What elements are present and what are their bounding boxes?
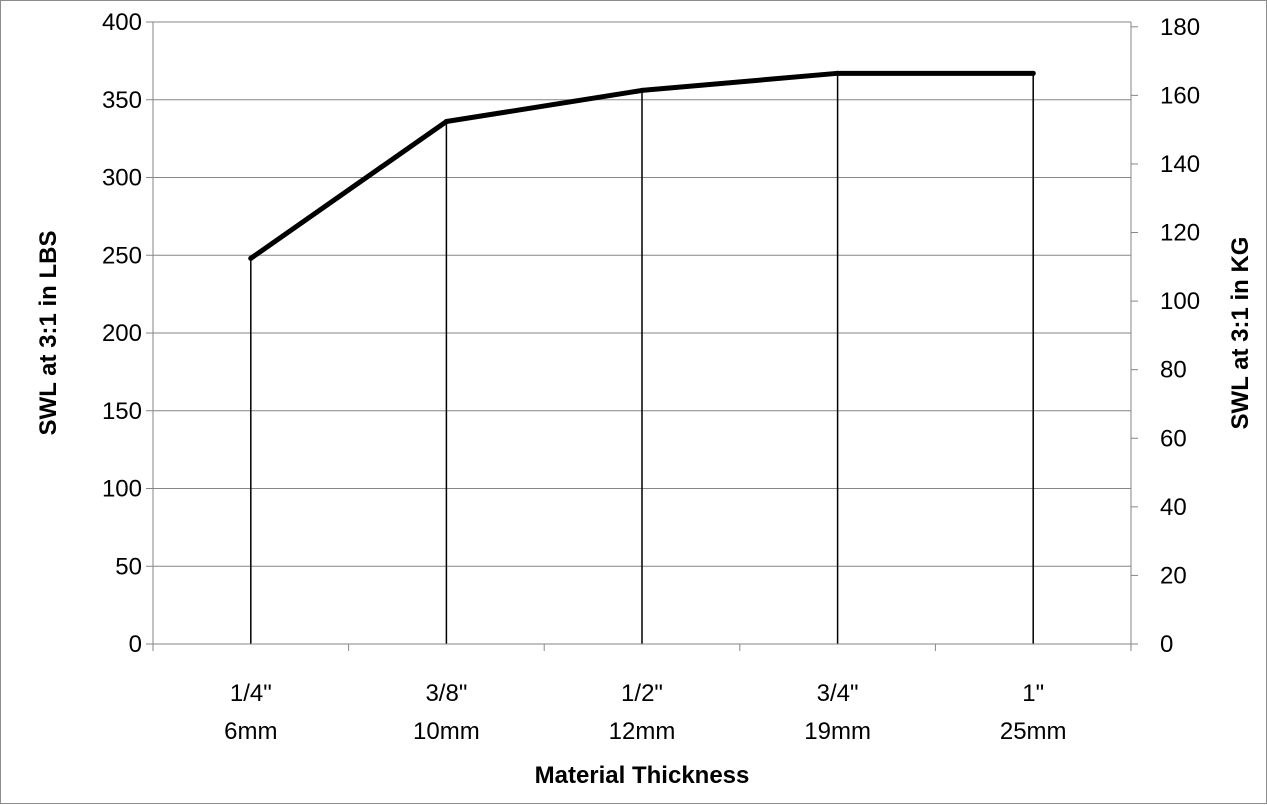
data-point: [248, 255, 254, 261]
data-point: [639, 87, 645, 93]
y-left-tick-label: 200: [102, 320, 142, 347]
data-point: [1030, 70, 1036, 76]
y-right-tick-label: 120: [1160, 220, 1200, 247]
y-right-tick-label: 160: [1160, 82, 1200, 109]
y-left-tick-label: 400: [102, 9, 142, 36]
x-tick-label: 3/8": [425, 680, 467, 707]
series-line-segment: [443, 87, 645, 125]
y-right-tick-label: 40: [1160, 494, 1187, 521]
y-axis-right-ticks: 0 20 40 60 80 100 120 140 160 180: [1131, 14, 1200, 658]
x-axis-title: Material Thickness: [535, 762, 750, 789]
y-left-tick-label: 350: [102, 87, 142, 114]
data-point: [443, 119, 449, 125]
y-axis-right-title: SWL at 3:1 in KG: [1227, 237, 1254, 430]
y-left-tick-label: 0: [129, 631, 142, 658]
y-right-tick-label: 20: [1160, 562, 1187, 589]
x-tick-label: 1": [1022, 680, 1044, 707]
x-tick-label: 1/2": [621, 680, 663, 707]
series-line-segment: [639, 70, 841, 93]
x-tick-label: 10mm: [413, 718, 480, 745]
y-left-tick-label: 50: [115, 553, 142, 580]
x-tick-label: 12mm: [609, 718, 676, 745]
y-right-tick-label: 100: [1160, 288, 1200, 315]
y-right-tick-label: 60: [1160, 425, 1187, 452]
y-left-tick-label: 150: [102, 398, 142, 425]
x-axis-ticks: 1/4" 6mm 3/8" 10mm 1/2" 12mm 3/4" 19mm 1" 25mm: [152, 644, 1132, 745]
y-left-tick-label: 250: [102, 242, 142, 269]
series-line-segment: [248, 119, 449, 261]
y-left-tick-label: 300: [102, 165, 142, 192]
y-right-tick-label: 80: [1160, 357, 1187, 384]
y-axis-left-ticks: 0 50 100 150 200 250 300 350 400: [102, 9, 153, 658]
series-layer: [248, 70, 1036, 261]
y-axis-left-title: SWL at 3:1 in LBS: [35, 231, 62, 436]
x-tick-label: 1/4": [230, 680, 272, 707]
drop-lines: [250, 73, 1034, 644]
y-left-tick-label: 100: [102, 476, 142, 503]
y-right-tick-label: 180: [1160, 14, 1200, 41]
y-right-tick-label: 140: [1160, 151, 1200, 178]
x-tick-label: 25mm: [1000, 718, 1067, 745]
x-tick-label: 6mm: [224, 718, 277, 745]
y-right-tick-label: 0: [1160, 631, 1173, 658]
x-tick-label: 3/4": [817, 680, 859, 707]
data-point: [835, 70, 841, 76]
x-tick-label: 19mm: [804, 718, 871, 745]
